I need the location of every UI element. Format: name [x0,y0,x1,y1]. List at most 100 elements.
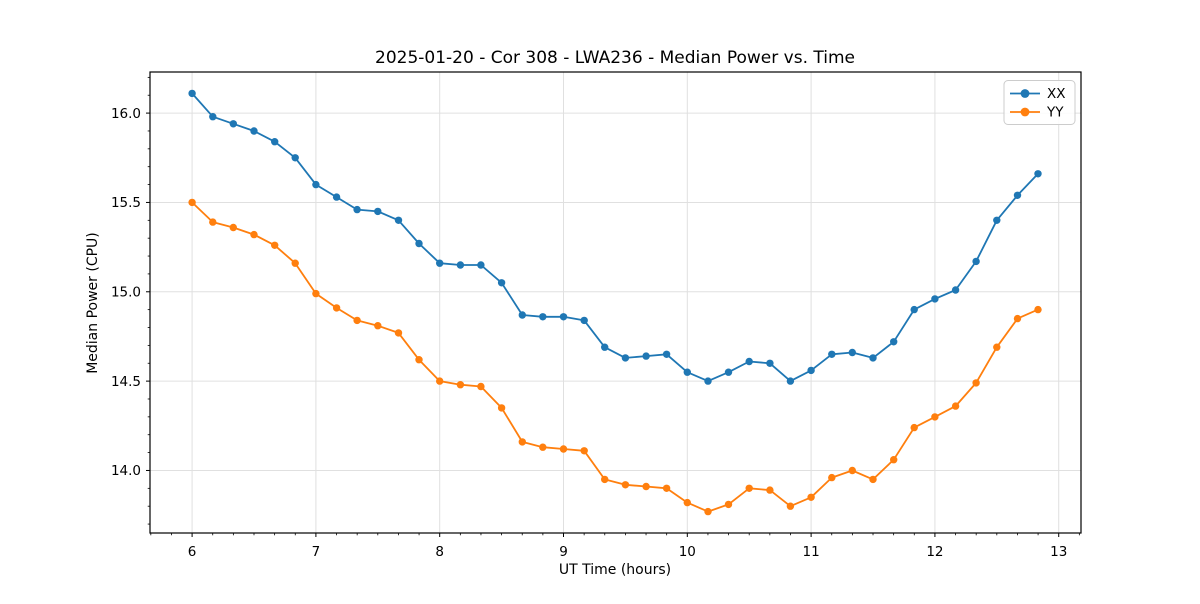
series-YY-marker [539,443,547,451]
series-XX-marker [456,261,465,269]
series-YY-marker [353,316,361,325]
series-XX-marker [951,286,960,294]
series-YY-marker [312,289,320,298]
series-XX-marker [1013,191,1022,199]
series-YY-marker [188,198,196,207]
y-tick-label: 14.5 [111,374,141,390]
series-YY-marker [848,466,856,475]
series-YY-marker [704,507,712,516]
series-XX-marker [724,368,733,376]
series-YY-marker [745,484,753,492]
series-XX-marker [394,216,403,224]
x-tick-label: 8 [435,544,444,560]
legend-label: YY [1046,105,1064,121]
x-tick-label: 7 [312,544,321,560]
plot-area: 6 7 8 9 10 11 12 13 14.0 14.5 15.0 15.5 16.0 [111,71,1082,560]
series-XX-marker [807,366,815,375]
series-YY-marker [518,438,526,446]
series-XX-marker [662,350,671,358]
series-XX-marker [704,377,712,385]
series-XX-marker [477,261,485,269]
series-YY-marker [1034,305,1042,314]
series-XX-marker [972,257,980,266]
series-YY-marker [642,482,650,491]
series-XX-marker [291,154,299,162]
legend-marker-sample [1020,107,1030,117]
series-XX-marker [890,338,898,346]
y-tick-label: 15.5 [111,195,141,211]
series-YY-marker [559,445,568,453]
x-tick-label: 10 [679,544,696,560]
series-XX-marker [436,259,444,267]
series-YY-line [191,201,1039,513]
series-YY-marker [786,502,795,510]
legend-item-XX: XX [1010,86,1066,102]
series-XX-marker [993,216,1001,224]
series-YY-marker [724,500,733,509]
series-XX-marker [642,352,650,360]
series-YY-marker [890,456,898,464]
series-XX-marker [229,120,237,128]
series-YY-marker [662,484,671,492]
series-XX-marker [250,127,258,135]
series-YY-marker [1013,314,1022,323]
series-XX-marker [415,239,423,248]
series-XX-marker [332,193,341,201]
series-XX-marker [869,354,877,362]
series-YY-marker [869,475,877,484]
series-YY-marker [436,377,444,385]
y-axis-label: Median Power (CPU) [85,232,101,374]
series-XX-marker [786,377,795,385]
series-XX-marker [931,295,939,303]
legend-label: XX [1047,86,1066,102]
y-tick-label: 16.0 [111,106,141,122]
axes-frame [149,71,1082,534]
series-YY-marker [374,322,382,330]
legend-marker-sample [1020,89,1030,98]
series-XX-marker [539,313,547,321]
series-YY-marker [972,379,980,387]
series-XX-marker [559,313,568,321]
series-YY-marker [601,475,609,484]
series-XX-marker [497,279,506,287]
series-YY-marker [951,402,960,410]
series-XX-marker [910,305,918,314]
series-XX-marker [518,311,526,319]
series-XX-marker [209,113,217,121]
x-tick-label: 6 [188,544,197,560]
legend-item-YY: YY [1010,105,1064,121]
series-YY-marker [683,498,691,507]
series-XX-marker [1034,170,1042,178]
y-tick-label: 15.0 [111,284,141,300]
series-XX-marker [312,180,320,189]
series-YY-marker [580,447,588,455]
x-axis-label: UT Time (hours) [559,562,671,578]
series-XX-marker [766,359,774,367]
series-XX-marker [828,350,836,358]
series-XX-marker [601,343,609,351]
series-YY-marker [250,230,258,239]
series-YY-marker [394,329,403,337]
series-YY-marker [828,473,836,482]
x-tick-label: 13 [1050,544,1067,560]
series-YY-marker [993,343,1001,351]
y-tick-label: 14.0 [111,463,141,479]
x-tick-label: 9 [559,544,568,560]
series-YY-marker [271,241,279,249]
series-YY-marker [766,486,774,494]
series-YY-marker [456,381,465,389]
series-XX-marker [188,89,196,98]
series-YY-marker [209,218,217,226]
series-YY-marker [332,304,341,312]
series-XX-marker [745,357,753,366]
series-YY-marker [931,413,939,421]
x-tick-label: 11 [803,544,820,560]
series-YY-marker [415,356,423,364]
legend: XX YY [1003,80,1076,125]
chart-title: 2025-01-20 - Cor 308 - LWA236 - Median P… [375,48,855,68]
series-XX-marker [580,316,588,325]
series-YY-marker [497,404,506,412]
series-YY-marker [621,481,630,489]
